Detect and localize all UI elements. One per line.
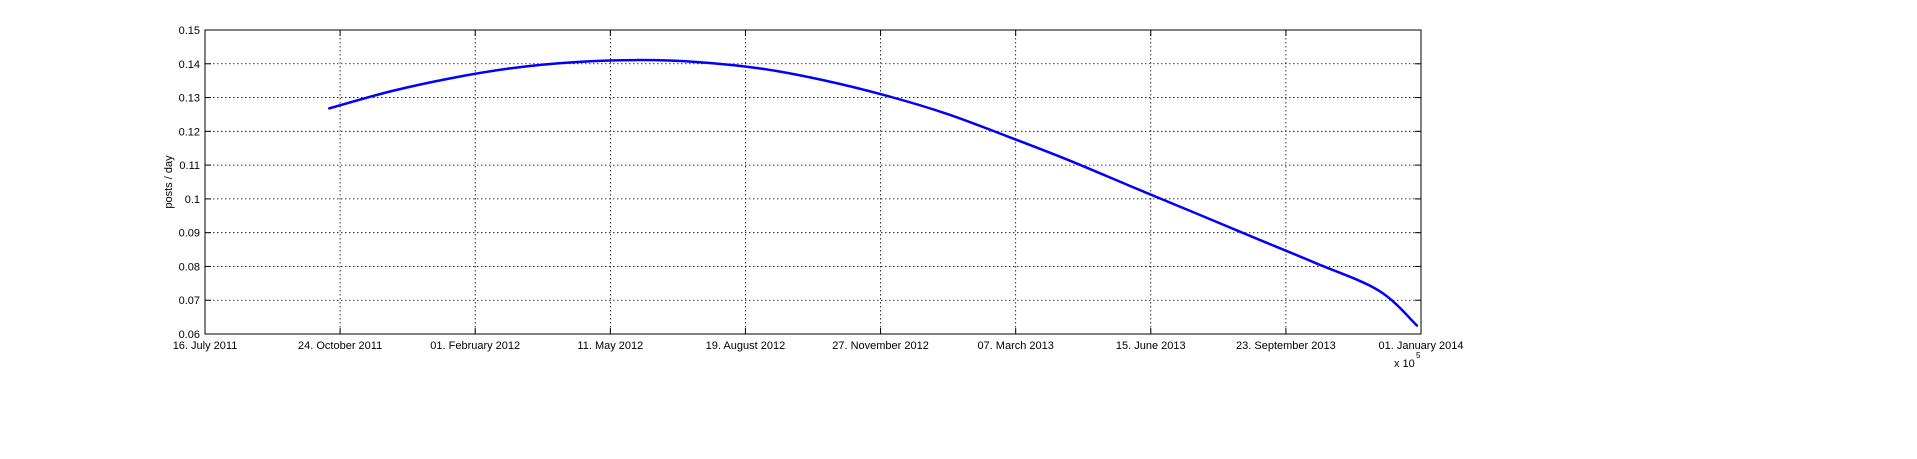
series-layer: [328, 58, 1419, 327]
y-tick-label: 0.1: [185, 194, 200, 206]
y-tick-label: 0.11: [179, 160, 200, 172]
x-tick-labels: 16. July 2011 24. October 2011 01. Februar…: [173, 340, 1464, 352]
x-tick-label: 01. January 2014: [1378, 340, 1463, 352]
x-multiplier-base: x 10: [1394, 358, 1415, 370]
grid-lines: [205, 30, 1421, 334]
axis-ticks: [204, 29, 1422, 335]
y-tick-label: 0.07: [179, 295, 200, 307]
x-axis-multiplier: x 10: [1394, 358, 1415, 370]
y-tick-label: 0.15: [179, 25, 200, 37]
y-tick-label: 0.12: [179, 126, 200, 138]
x-tick-label: 15. June 2013: [1116, 340, 1186, 352]
y-tick-label: 0.13: [179, 93, 200, 105]
x-tick-label: 23. September 2013: [1236, 340, 1336, 352]
x-tick-label: 27. November 2012: [832, 340, 929, 352]
y-tick-labels: 0.06 0.07 0.08 0.09 0.1 0.11 0.12 0.13 0.14 0.15: [179, 25, 200, 341]
y-tick-label: 0.09: [179, 228, 200, 240]
x-multiplier-exponent: 5: [1416, 351, 1421, 360]
axes-frame: [204, 29, 1422, 335]
y-tick-label: 0.14: [179, 59, 200, 71]
x-tick-label: 16. July 2011: [173, 340, 238, 352]
x-tick-label: 07. March 2013: [977, 340, 1053, 352]
series-line: [328, 58, 1419, 327]
y-tick-label: 0.08: [179, 261, 200, 273]
x-tick-label: 19. August 2012: [706, 340, 786, 352]
y-axis-label: posts / day: [163, 155, 175, 209]
y-tick-label: 0.06: [179, 329, 200, 341]
x-tick-label: 24. October 2011: [298, 340, 382, 352]
x-tick-label: 11. May 2012: [577, 340, 643, 352]
x-tick-label: 01. February 2012: [430, 340, 520, 352]
